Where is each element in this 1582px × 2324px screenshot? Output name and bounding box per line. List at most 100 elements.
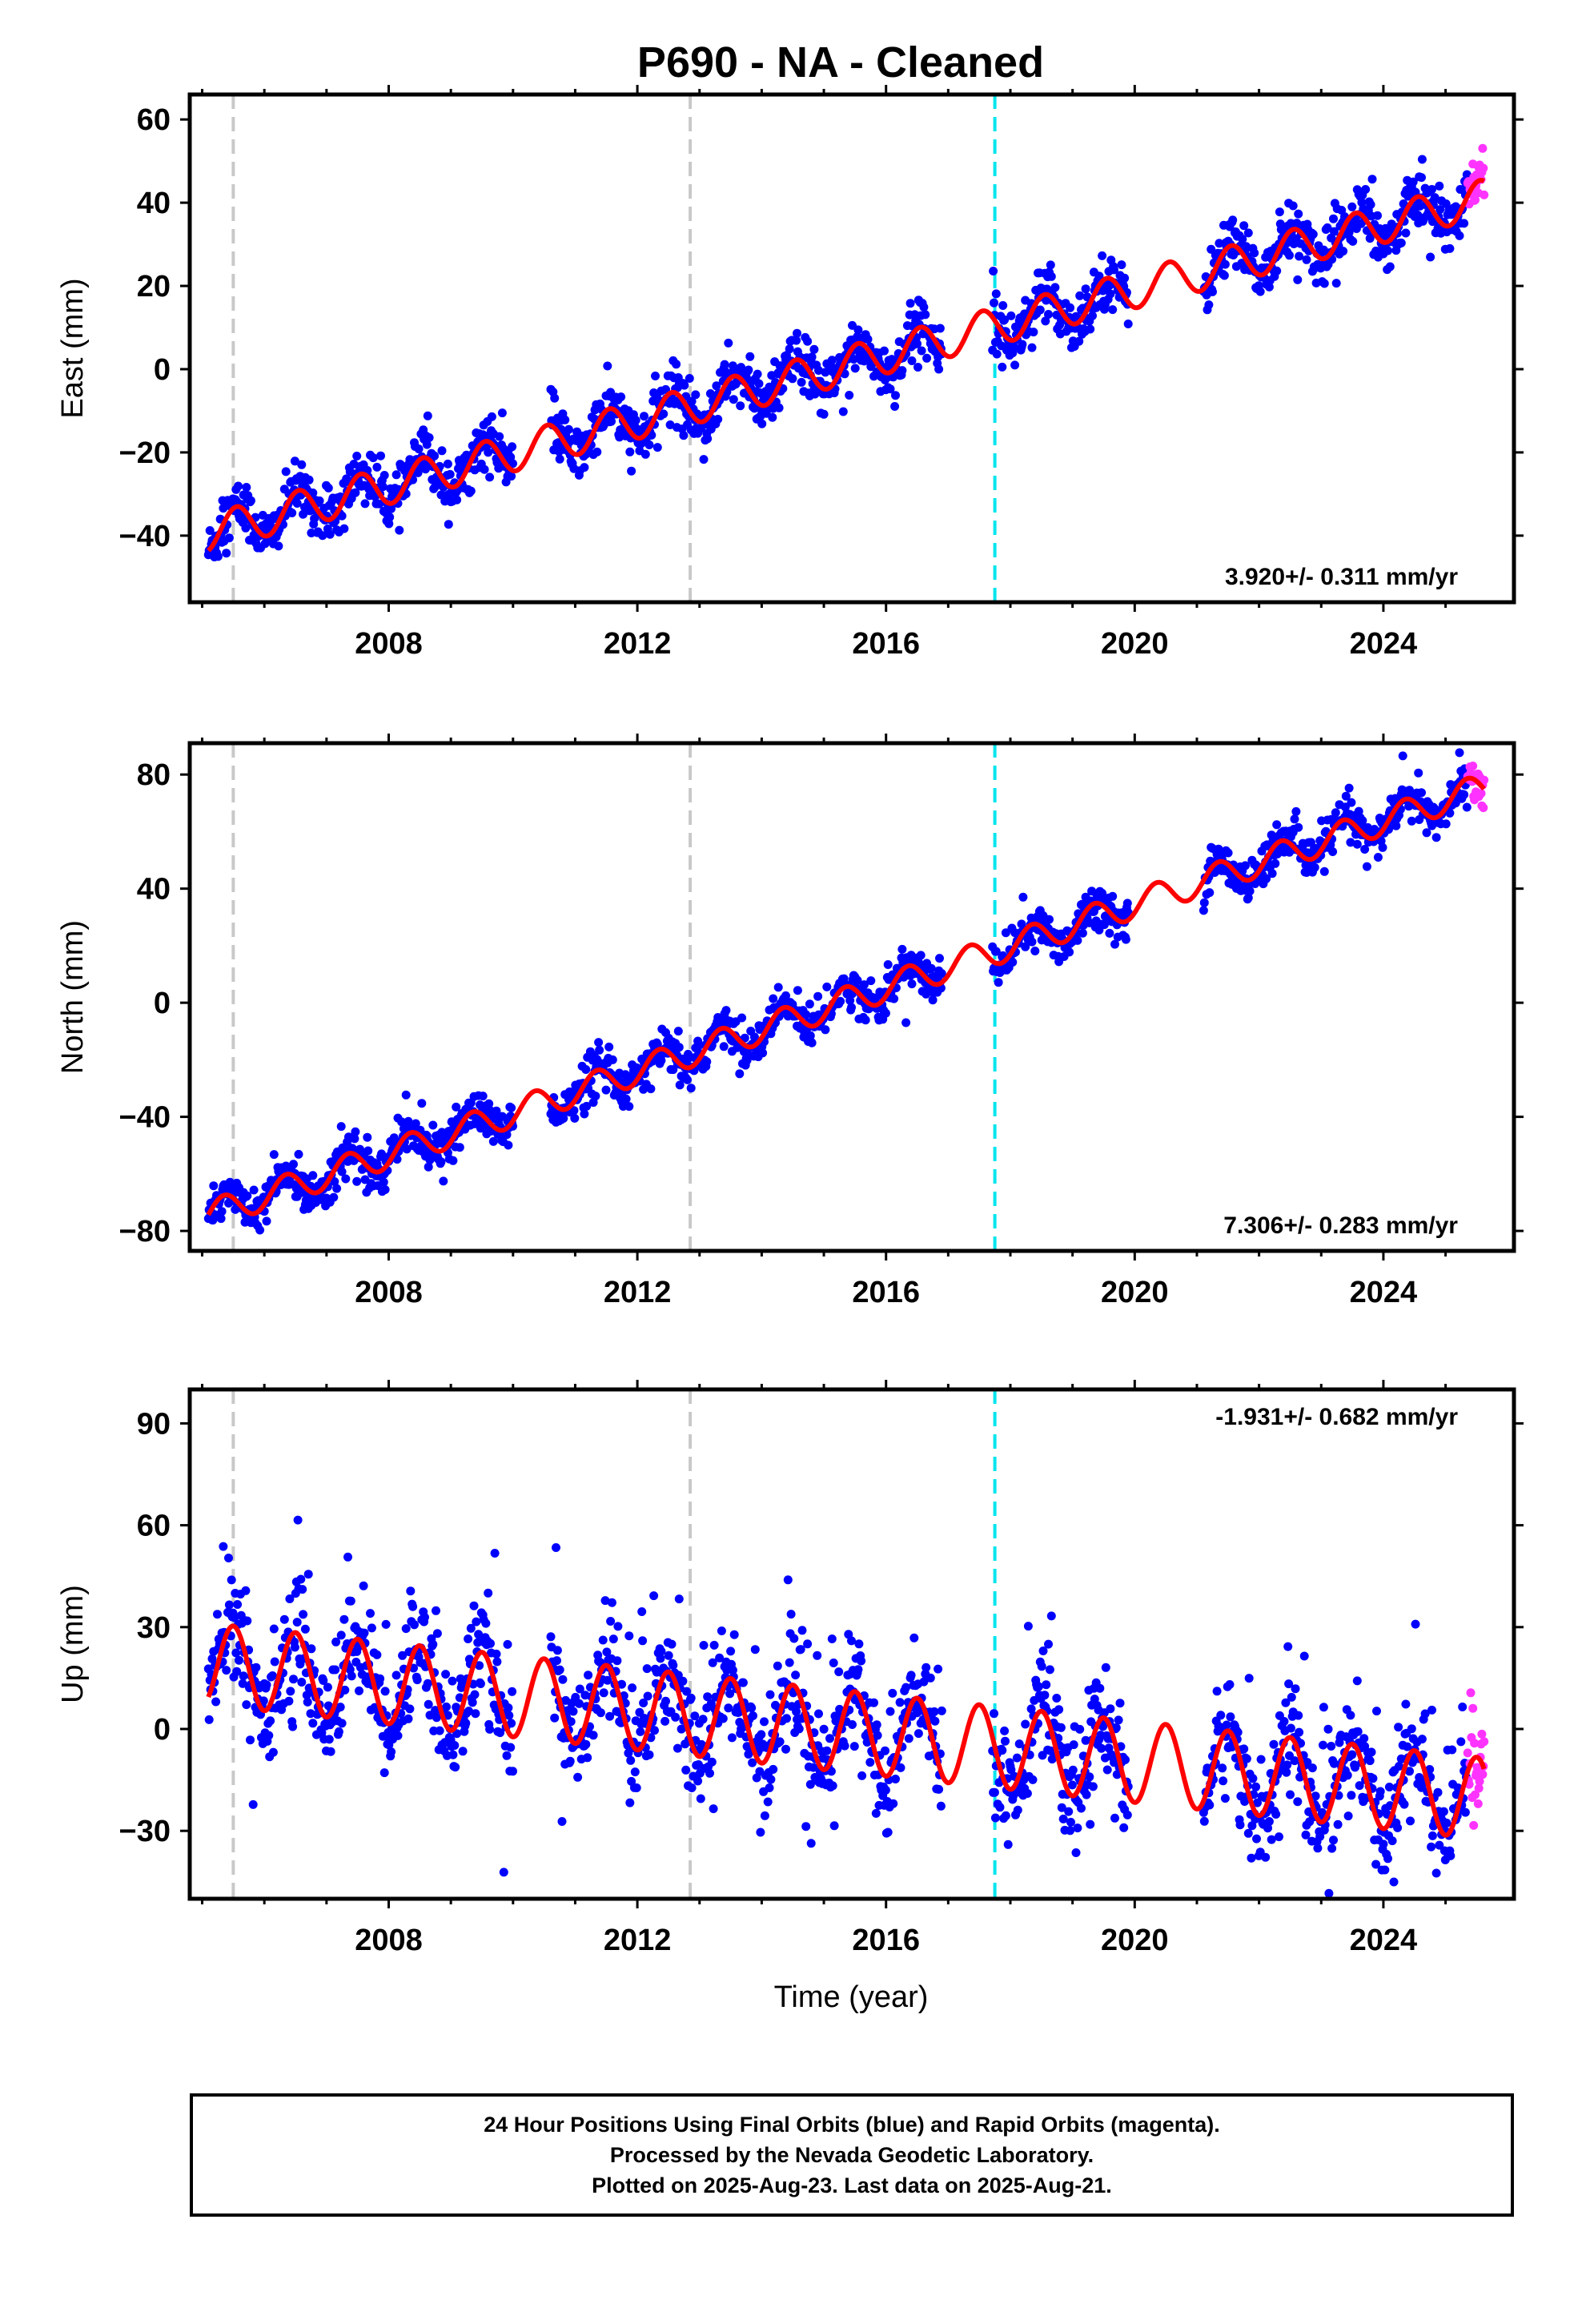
- data-point: [907, 356, 917, 365]
- data-point: [290, 1642, 299, 1652]
- data-point: [805, 999, 814, 1009]
- data-point: [569, 1106, 579, 1116]
- data-point: [372, 462, 382, 472]
- data-point: [436, 1157, 446, 1167]
- data-point: [674, 1043, 684, 1052]
- data-point: [861, 1015, 870, 1025]
- data-point: [881, 1008, 890, 1018]
- data-point: [1074, 336, 1084, 346]
- data-point: [1431, 833, 1441, 842]
- data-point: [1120, 273, 1130, 283]
- data-point: [696, 1794, 705, 1803]
- data-point: [889, 994, 899, 1003]
- data-point: [690, 1711, 700, 1721]
- data-point: [783, 1575, 793, 1585]
- y-tick-label: 30: [137, 1611, 171, 1645]
- data-point: [713, 415, 723, 424]
- data-point: [1068, 1765, 1078, 1775]
- data-point: [930, 1716, 940, 1726]
- data-point: [1021, 942, 1030, 951]
- data-point: [853, 325, 863, 335]
- data-point: [346, 1596, 355, 1606]
- data-point: [1365, 1756, 1375, 1766]
- data-point: [769, 1764, 778, 1774]
- data-point: [341, 1174, 351, 1184]
- data-point: [998, 362, 1007, 372]
- data-point: [595, 1045, 604, 1055]
- data-point: [1075, 291, 1085, 300]
- data-point: [792, 336, 801, 345]
- data-point: [1256, 1755, 1266, 1764]
- data-point: [1275, 1832, 1283, 1842]
- data-point: [937, 1706, 946, 1715]
- data-point: [1293, 275, 1303, 284]
- data-point: [452, 495, 462, 505]
- data-point: [707, 1757, 717, 1767]
- data-point: [719, 1042, 729, 1051]
- data-point: [1408, 177, 1418, 187]
- data-point: [470, 1690, 480, 1699]
- x-tick-label: 2020: [1101, 1276, 1169, 1309]
- data-point: [1219, 1776, 1228, 1786]
- data-point: [1075, 1724, 1085, 1734]
- data-point: [1460, 219, 1469, 228]
- data-point: [891, 1775, 900, 1783]
- data-point: [1417, 173, 1426, 183]
- data-point: [451, 1763, 460, 1772]
- data-point: [360, 499, 370, 509]
- data-point: [1431, 1868, 1441, 1878]
- data-point: [930, 1707, 939, 1716]
- data-point: [287, 509, 297, 517]
- data-point: [921, 1663, 931, 1672]
- data-point: [803, 336, 813, 346]
- data-point: [669, 1661, 678, 1670]
- data-point: [376, 451, 385, 460]
- data-point: [631, 416, 640, 425]
- data-point: [1414, 768, 1423, 778]
- data-point: [410, 1620, 419, 1630]
- data-point: [643, 1691, 652, 1701]
- data-point: [687, 1783, 697, 1792]
- data-point: [1462, 170, 1472, 179]
- data-point: [1407, 816, 1416, 826]
- data-point: [845, 391, 854, 400]
- data-point: [673, 1743, 682, 1753]
- data-point: [239, 1671, 248, 1681]
- data-point: [1286, 1790, 1295, 1799]
- data-point: [857, 1771, 867, 1780]
- data-point: [1028, 1775, 1038, 1784]
- data-point: [1108, 891, 1118, 901]
- data-point: [504, 1703, 513, 1712]
- data-point: [694, 1041, 703, 1051]
- data-point: [495, 432, 504, 441]
- data-point: [213, 552, 223, 561]
- data-point: [424, 433, 434, 442]
- data-point: [926, 963, 936, 973]
- data-point: [1430, 193, 1439, 203]
- x-tick-label: 2008: [355, 1924, 423, 1957]
- data-point: [1078, 928, 1087, 938]
- data-point: [508, 1767, 517, 1776]
- data-point: [485, 472, 495, 482]
- data-point: [1345, 223, 1355, 233]
- data-point: [506, 1743, 516, 1752]
- x-tick-label: 2012: [604, 1924, 672, 1957]
- data-point: [1081, 284, 1090, 294]
- data-point: [1106, 289, 1115, 299]
- data-point: [883, 1827, 893, 1837]
- data-point: [922, 353, 932, 363]
- data-point: [385, 513, 395, 522]
- data-point: [380, 1185, 390, 1194]
- data-point: [664, 1651, 673, 1660]
- data-point: [1346, 1711, 1355, 1720]
- data-point: [1441, 819, 1451, 829]
- data-point: [1476, 789, 1486, 798]
- data-point: [1383, 246, 1392, 255]
- data-point: [1310, 862, 1319, 872]
- data-point: [289, 1160, 298, 1169]
- data-point: [570, 1113, 580, 1123]
- data-point: [1248, 1774, 1258, 1783]
- footer-line-3: Plotted on 2025-Aug-23. Last data on 202…: [592, 2173, 1112, 2197]
- data-point: [990, 1813, 1000, 1823]
- data-point: [1283, 1642, 1293, 1651]
